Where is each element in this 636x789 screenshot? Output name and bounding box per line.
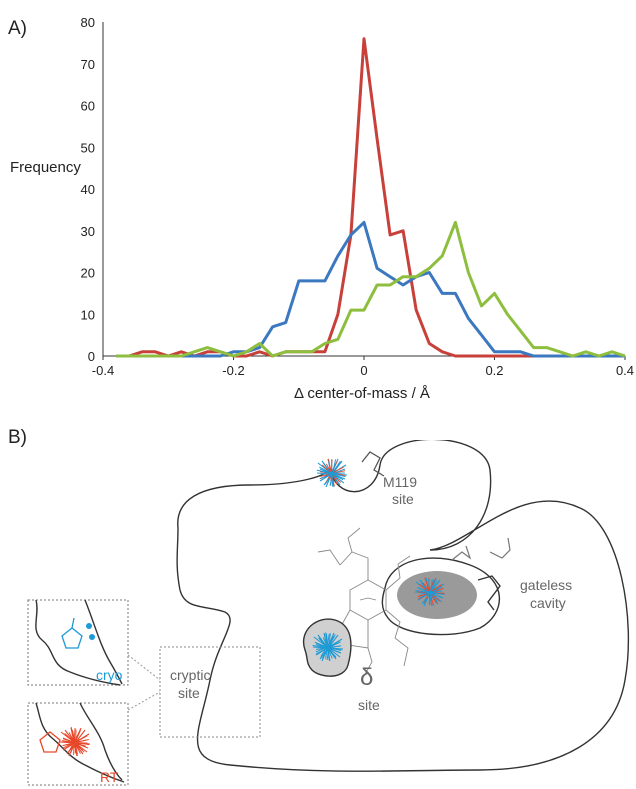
- delta-label-site: site: [358, 697, 380, 713]
- delta-label-symbol: δ: [360, 664, 373, 691]
- y-tick-label: 10: [81, 307, 95, 322]
- m119-label-line2: site: [392, 491, 414, 507]
- gateless-cavity-pocket: [397, 571, 477, 619]
- cryo-water-icon: [86, 623, 92, 629]
- y-tick-label: 30: [81, 224, 95, 239]
- y-tick-label: 40: [81, 182, 95, 197]
- chart-series: [116, 39, 625, 356]
- y-axis-label: Frequency: [10, 159, 81, 176]
- zoom-line-bottom: [128, 692, 160, 710]
- x-tick-label: 0.4: [616, 363, 634, 378]
- gateless-residue-1: [452, 546, 470, 560]
- gateless-residue-2: [490, 538, 510, 558]
- m119-label-line1: M119: [383, 474, 417, 490]
- binding-site-schematic: M119 site gateless cavity δ site cryptic…: [0, 440, 636, 789]
- y-tick-labels: 0 10 20 30 40 50 60 70 80: [81, 15, 95, 364]
- chart-axes: [103, 22, 625, 356]
- series-line-2: [116, 222, 625, 356]
- rt-ligand-cluster: [57, 724, 94, 761]
- x-tick-label: 0: [360, 363, 367, 378]
- rt-label: RT: [100, 769, 119, 785]
- cryptic-label-line1: cryptic: [170, 667, 210, 683]
- x-axis-label: Δ center-of-mass / Å: [294, 385, 430, 402]
- cryo-label: cryo: [96, 667, 123, 683]
- x-tick-label: 0.2: [485, 363, 503, 378]
- cryptic-label-line2: site: [178, 685, 200, 701]
- y-tick-label: 70: [81, 57, 95, 72]
- zoom-line-top: [128, 655, 160, 680]
- m119-ligand-cluster: [314, 456, 349, 491]
- y-tick-label: 80: [81, 15, 95, 30]
- y-tick-label: 50: [81, 140, 95, 155]
- x-tick-label: -0.4: [92, 363, 114, 378]
- y-tick-label: 0: [88, 349, 95, 364]
- y-tick-label: 20: [81, 266, 95, 281]
- cryptic-site-box: [160, 647, 260, 737]
- y-tick-label: 60: [81, 99, 95, 114]
- gateless-label-line2: cavity: [530, 595, 566, 611]
- cryo-ring-icon: [62, 628, 82, 648]
- x-tick-labels: -0.4 -0.2 0 0.2 0.4: [92, 356, 634, 378]
- gateless-residue-3: [478, 576, 500, 610]
- x-tick-label: -0.2: [222, 363, 244, 378]
- series-line-1: [116, 39, 625, 356]
- cryo-water-icon: [89, 634, 95, 640]
- gateless-label-line1: gateless: [520, 577, 572, 593]
- cryo-ring-tail: [72, 618, 74, 628]
- frequency-line-chart: 0 10 20 30 40 50 60 70 80 -0.4 -0.2 0 0.2 0.4 Freque…: [0, 0, 636, 420]
